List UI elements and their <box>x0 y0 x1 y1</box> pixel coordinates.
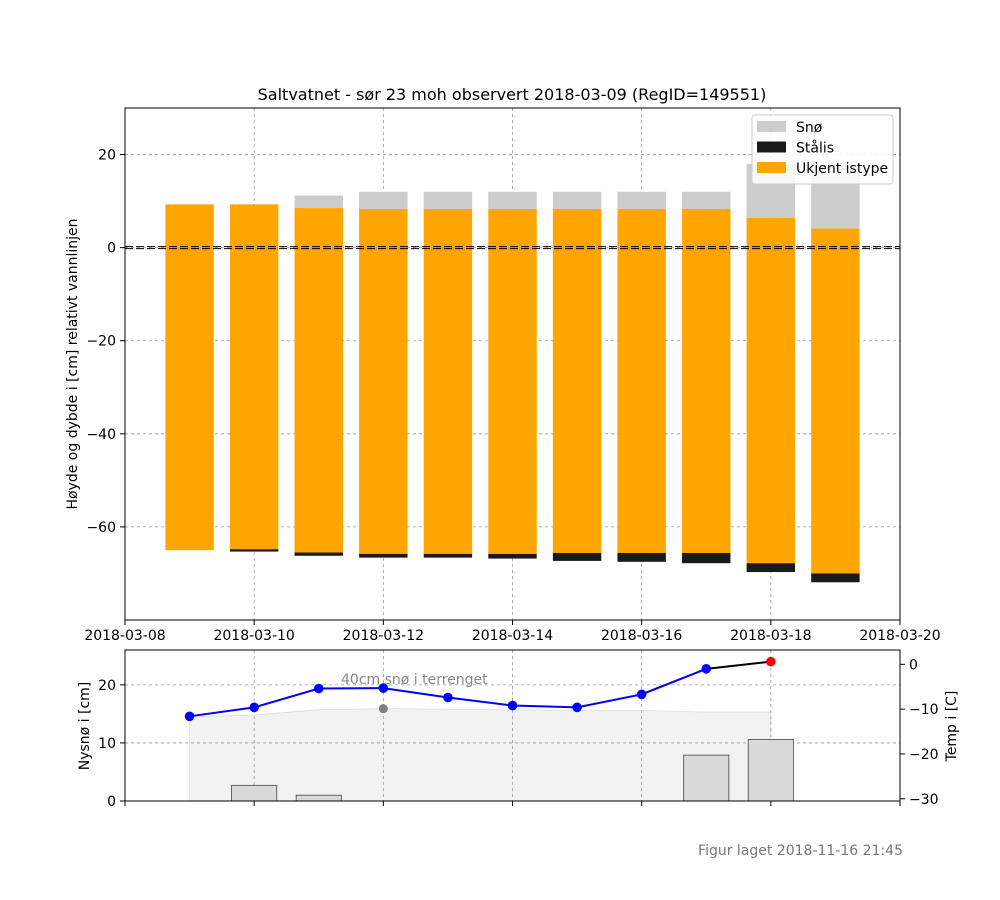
black-ice-bar <box>488 553 537 559</box>
new-snow-bar <box>683 754 730 802</box>
main-y-tick-label: −60 <box>86 520 116 536</box>
sub-y-axis-right: 0 −10 −20 −30 <box>900 657 939 808</box>
snow-bar <box>294 195 343 209</box>
main-x-tick-label: 2018-03-20 <box>859 628 940 644</box>
legend-entry-label: Stålis <box>796 140 834 157</box>
snow-bar <box>552 191 602 210</box>
unknown-ice-bar <box>359 209 408 554</box>
sub-x-axis <box>124 801 901 806</box>
sub-y-axis-left: 0 10 20 <box>98 678 125 810</box>
unknown-ice-bar <box>682 209 731 553</box>
legend-entry-label: Snø <box>796 120 823 136</box>
black-ice-bar <box>552 552 602 561</box>
sub-y-right-tick-label: −10 <box>909 702 939 718</box>
temperature-point <box>378 683 389 693</box>
unknown-ice-bar <box>811 228 860 574</box>
main-x-tick-label: 2018-03-16 <box>601 628 682 644</box>
temperature-point <box>507 700 518 711</box>
unknown-ice-bar <box>552 209 602 553</box>
black-ice-bar <box>359 553 408 558</box>
black-ice-bar <box>682 552 731 564</box>
main-y-axis: 20 0 −20 −40 −60 <box>86 148 125 536</box>
unknown-ice-bar <box>617 209 666 553</box>
unknown-ice-bar <box>488 209 537 554</box>
black-ice-bar <box>423 553 473 558</box>
unknown-ice-bar <box>294 208 343 553</box>
main-y-tick-label: 20 <box>98 148 116 164</box>
main-y-tick-label: −20 <box>86 334 116 350</box>
sub-y-axis-right-label: Temp i [C] <box>944 691 960 763</box>
legend-entry-label: Ukjent istype <box>796 161 888 177</box>
sub-y-right-tick-label: 0 <box>909 657 918 673</box>
figure-timestamp: Figur laget 2018-11-16 21:45 <box>698 843 903 859</box>
snow-temperature-chart: 0 10 20 0 −10 −20 −30 40cm snø i terrenget Ny… <box>77 649 960 810</box>
main-x-axis: 2018-03-08 2018-03-10 2018-03-12 2018-03-14… <box>84 620 941 644</box>
sub-y-tick-label: 10 <box>98 736 116 752</box>
snow-bar <box>488 191 537 210</box>
sub-y-axis-label: Nysnø i [cm] <box>77 682 93 771</box>
main-x-tick-label: 2018-03-12 <box>343 628 424 644</box>
water-line <box>125 246 900 250</box>
main-x-tick-label: 2018-03-08 <box>84 628 165 644</box>
legend-swatch <box>757 121 786 132</box>
sub-y-tick-label: 20 <box>98 678 116 694</box>
temperature-point <box>313 683 324 694</box>
terrain-snow-annotation: 40cm snø i terrenget <box>341 672 488 688</box>
main-x-tick-label: 2018-03-18 <box>730 628 811 644</box>
sub-y-right-tick-label: −30 <box>909 792 939 808</box>
temperature-point <box>572 702 582 713</box>
main-y-tick-label: −40 <box>86 427 116 443</box>
temperature-observed-point <box>766 656 776 667</box>
new-snow-bar <box>231 784 278 802</box>
temperature-line <box>184 656 776 722</box>
temperature-point <box>184 711 195 722</box>
new-snow-bar <box>295 794 342 802</box>
snow-bar <box>359 191 408 210</box>
black-ice-bar <box>617 552 666 562</box>
new-snow-bars <box>231 704 794 802</box>
legend-box <box>751 114 894 185</box>
ice-bars <box>165 163 860 583</box>
legend: Snø Stålis Ukjent istype <box>751 114 894 185</box>
legend-swatch <box>757 162 786 173</box>
sub-y-tick-label: 0 <box>107 794 116 810</box>
unknown-ice-bar <box>746 217 796 564</box>
main-x-tick-label: 2018-03-14 <box>472 628 553 644</box>
temperature-point <box>636 689 647 700</box>
black-ice-bar <box>229 549 279 552</box>
ice-thickness-chart: 2018-03-08 2018-03-10 2018-03-12 2018-03-14… <box>65 85 941 644</box>
sub-y-right-tick-label: −20 <box>909 747 939 763</box>
black-ice-bar <box>294 552 343 556</box>
snow-bar <box>682 191 731 210</box>
unknown-ice-bar <box>229 204 279 550</box>
main-x-tick-label: 2018-03-10 <box>213 628 294 644</box>
snow-bar <box>423 191 473 210</box>
snow-bar <box>617 191 666 210</box>
temperature-point <box>701 664 712 674</box>
temperature-point <box>443 692 453 703</box>
black-ice-bar <box>746 563 796 573</box>
temperature-line-observed <box>706 660 771 670</box>
new-snow-bar <box>747 739 794 802</box>
unknown-ice-bar <box>165 204 214 551</box>
legend-swatch <box>757 141 786 153</box>
unknown-ice-bar <box>423 209 473 554</box>
chart-title: Saltvatnet - sør 23 moh observert 2018-0… <box>258 85 767 104</box>
terrain-snow-point <box>378 704 388 714</box>
temperature-point <box>249 702 259 713</box>
black-ice-bar <box>811 573 860 583</box>
main-y-axis-label: Høyde og dybde i [cm] relativt vannlinje… <box>65 218 81 509</box>
main-y-tick-label: 0 <box>107 241 116 257</box>
